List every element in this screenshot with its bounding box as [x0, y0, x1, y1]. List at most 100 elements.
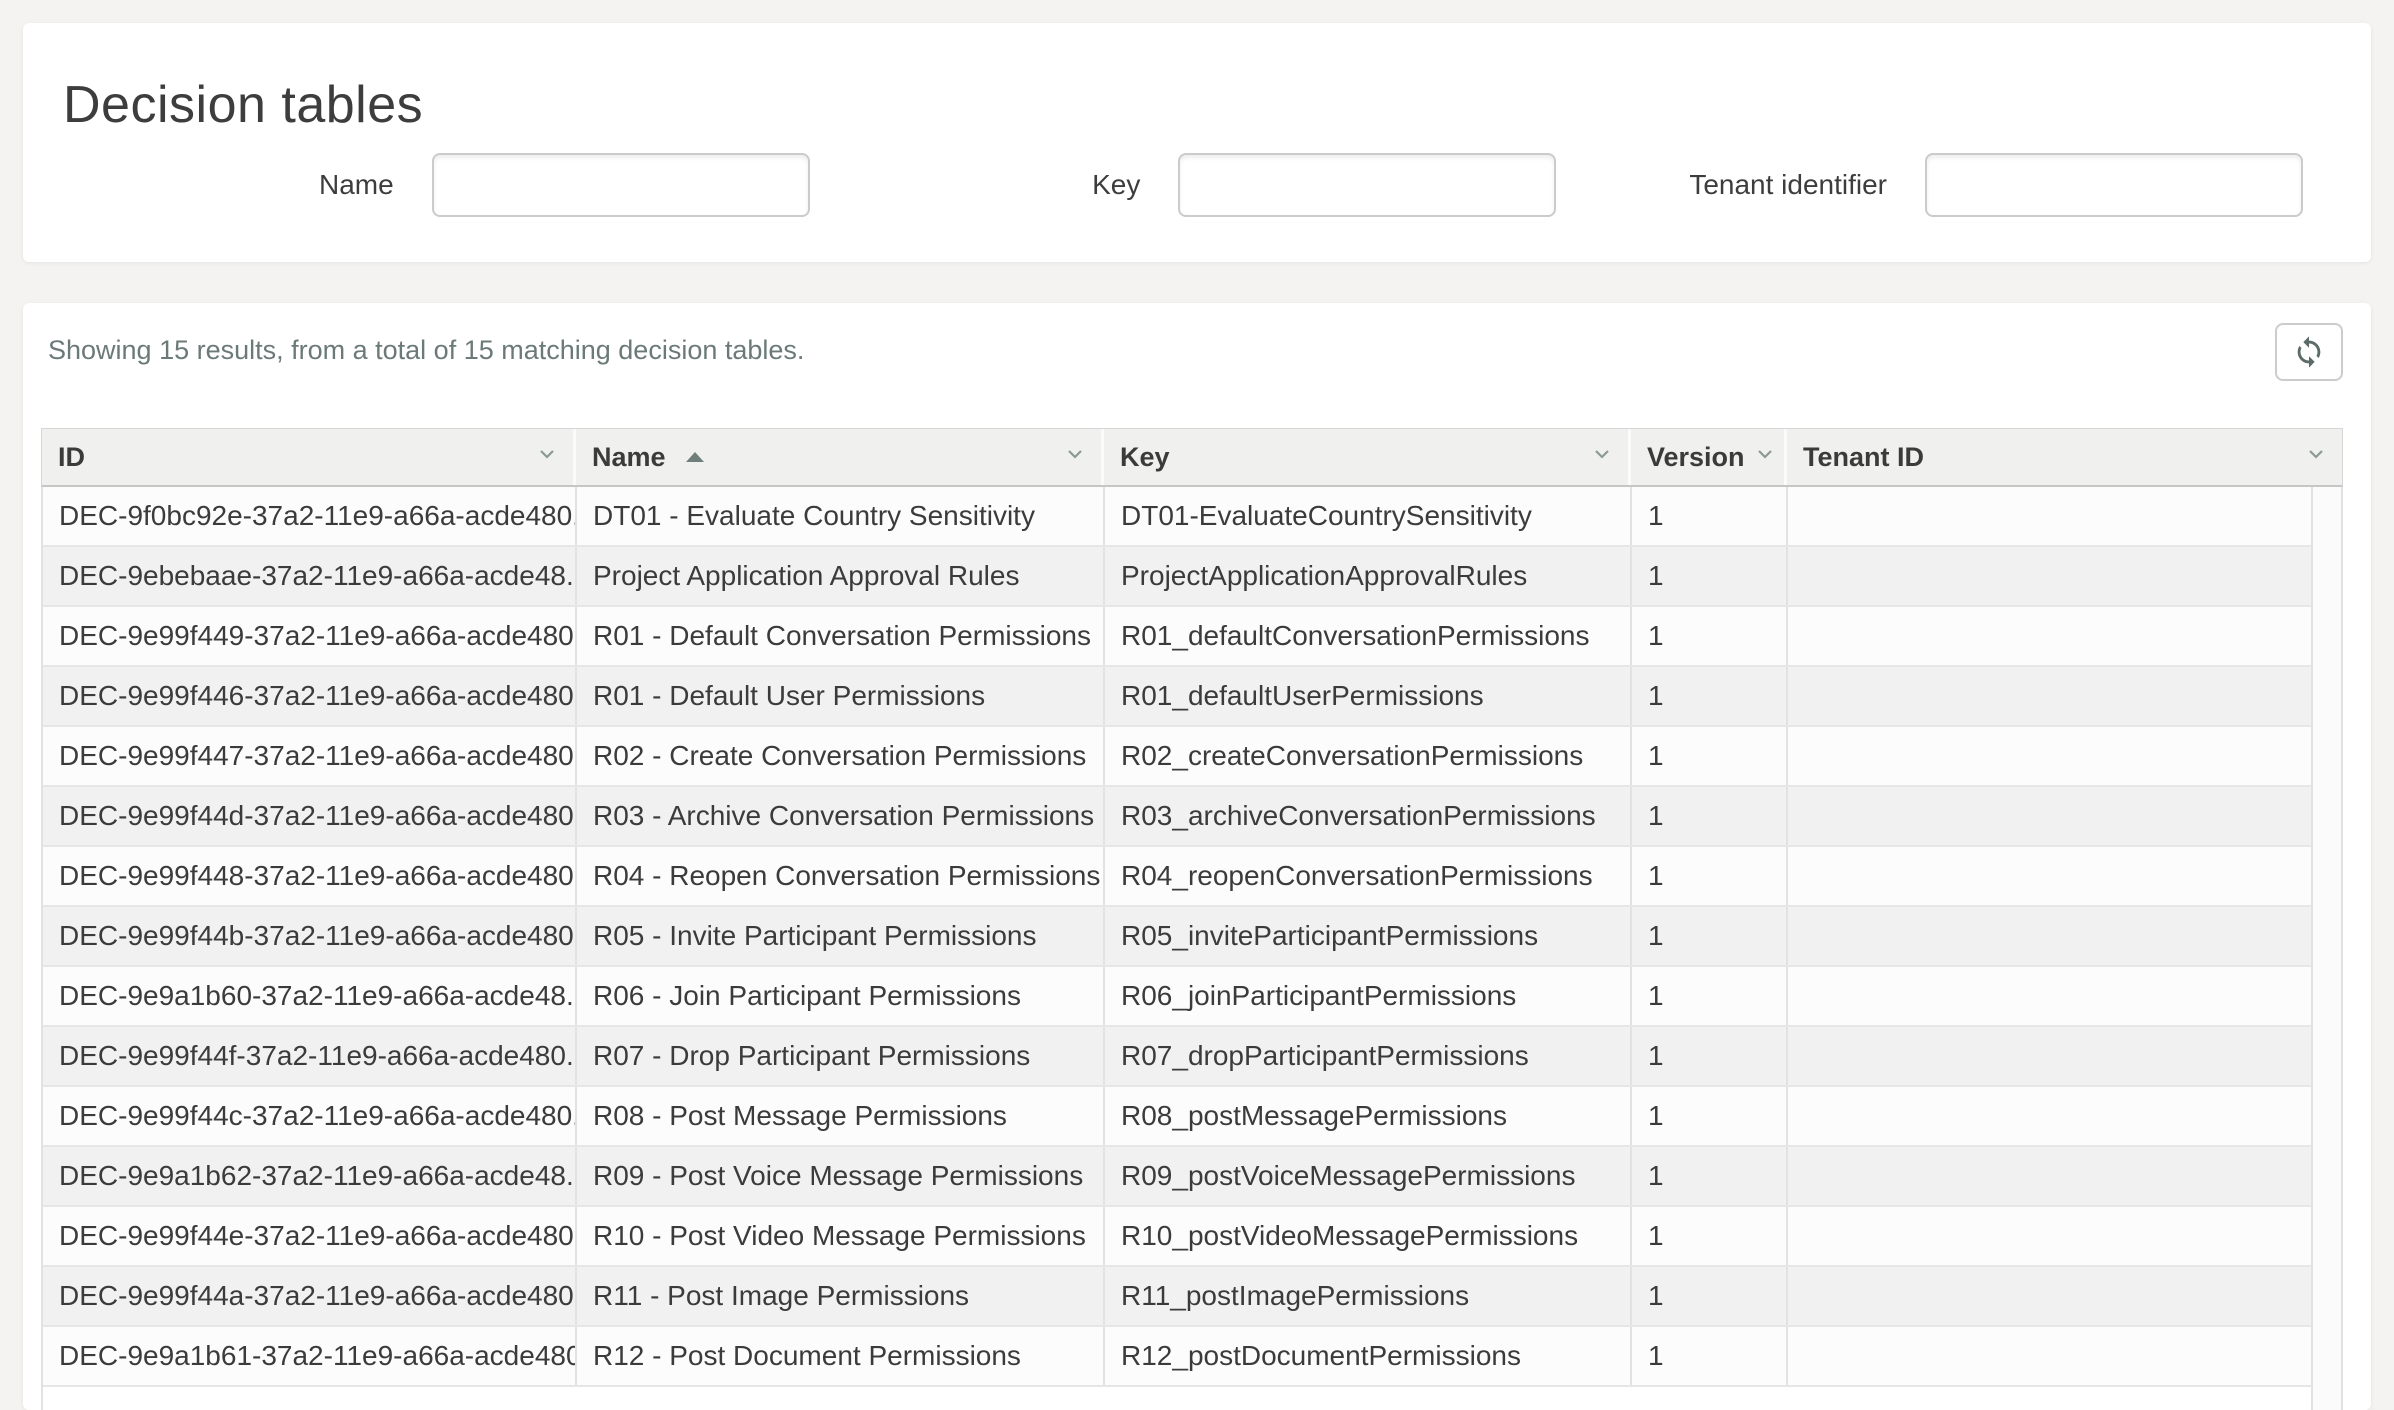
table-header-row: ID Name Key [41, 428, 2343, 487]
key-filter-label: Key [1092, 169, 1141, 200]
key-filter-input[interactable] [1178, 153, 1557, 217]
cell-name: R08 - Post Message Permissions [577, 1087, 1105, 1145]
table-row[interactable]: DEC-9e9a1b60-37a2-11e9-a66a-acde48... R0… [43, 967, 2311, 1027]
cell-id: DEC-9f0bc92e-37a2-11e9-a66a-acde480... [43, 487, 577, 545]
table-row[interactable]: DEC-9e99f449-37a2-11e9-a66a-acde480... R… [43, 607, 2311, 667]
chevron-down-icon[interactable] [535, 442, 559, 473]
refresh-button[interactable] [2275, 323, 2343, 381]
cell-name: Project Application Approval Rules [577, 547, 1105, 605]
cell-key: R10_postVideoMessagePermissions [1105, 1207, 1632, 1265]
table-row[interactable]: DEC-9e99f447-37a2-11e9-a66a-acde480... R… [43, 727, 2311, 787]
cell-id: DEC-9ebebaae-37a2-11e9-a66a-acde48... [43, 547, 577, 605]
results-card: Showing 15 results, from a total of 15 m… [23, 303, 2371, 1410]
column-header-name[interactable]: Name [576, 429, 1104, 485]
cell-name: R12 - Post Document Permissions [577, 1327, 1105, 1385]
cell-name: R03 - Archive Conversation Permissions [577, 787, 1105, 845]
decision-tables-table: ID Name Key [41, 428, 2343, 1410]
results-summary: Showing 15 results, from a total of 15 m… [48, 335, 805, 365]
table-row[interactable]: DEC-9e99f44a-37a2-11e9-a66a-acde480... R… [43, 1267, 2311, 1327]
cell-key: R12_postDocumentPermissions [1105, 1327, 1632, 1385]
column-header-version[interactable]: Version [1631, 429, 1787, 485]
filter-row: Name Key Tenant identifier [23, 153, 2371, 217]
cell-tenant-id [1788, 487, 2311, 545]
cell-name: R09 - Post Voice Message Permissions [577, 1147, 1105, 1205]
cell-key: ProjectApplicationApprovalRules [1105, 547, 1632, 605]
cell-name: R11 - Post Image Permissions [577, 1267, 1105, 1325]
chevron-down-icon[interactable] [1590, 442, 1614, 473]
cell-tenant-id [1788, 1087, 2311, 1145]
cell-version: 1 [1632, 727, 1788, 785]
cell-name: R10 - Post Video Message Permissions [577, 1207, 1105, 1265]
tenant-filter-input[interactable] [1925, 153, 2304, 217]
table-row[interactable]: DEC-9ebebaae-37a2-11e9-a66a-acde48... Pr… [43, 547, 2311, 607]
chevron-down-icon[interactable] [1753, 442, 1777, 473]
cell-version: 1 [1632, 847, 1788, 905]
cell-version: 1 [1632, 1207, 1788, 1265]
cell-tenant-id [1788, 1327, 2311, 1385]
cell-key: R08_postMessagePermissions [1105, 1087, 1632, 1145]
cell-id: DEC-9e99f447-37a2-11e9-a66a-acde480... [43, 727, 577, 785]
cell-key: R11_postImagePermissions [1105, 1267, 1632, 1325]
cell-tenant-id [1788, 787, 2311, 845]
table-row[interactable]: DEC-9e99f448-37a2-11e9-a66a-acde480... R… [43, 847, 2311, 907]
cell-id: DEC-9e99f446-37a2-11e9-a66a-acde480... [43, 667, 577, 725]
cell-key: R01_defaultConversationPermissions [1105, 607, 1632, 665]
table-rows: DEC-9f0bc92e-37a2-11e9-a66a-acde480... D… [43, 487, 2311, 1410]
cell-id: DEC-9e99f44e-37a2-11e9-a66a-acde480... [43, 1207, 577, 1265]
cell-tenant-id [1788, 547, 2311, 605]
cell-name: R01 - Default User Permissions [577, 667, 1105, 725]
cell-id: DEC-9e99f449-37a2-11e9-a66a-acde480... [43, 607, 577, 665]
cell-key: R07_dropParticipantPermissions [1105, 1027, 1632, 1085]
cell-name: R04 - Reopen Conversation Permissions [577, 847, 1105, 905]
table-scrollbar-gutter [2311, 487, 2341, 1410]
filter-group-name: Name [63, 153, 810, 217]
table-body: DEC-9f0bc92e-37a2-11e9-a66a-acde480... D… [41, 487, 2343, 1410]
cell-id: DEC-9e99f448-37a2-11e9-a66a-acde480... [43, 847, 577, 905]
column-header-tenant-id[interactable]: Tenant ID [1787, 429, 2342, 485]
cell-version: 1 [1632, 607, 1788, 665]
cell-name: R05 - Invite Participant Permissions [577, 907, 1105, 965]
results-bar: Showing 15 results, from a total of 15 m… [23, 303, 2371, 401]
cell-key: DT01-EvaluateCountrySensitivity [1105, 487, 1632, 545]
name-filter-input[interactable] [431, 153, 810, 217]
cell-id: DEC-9e9a1b60-37a2-11e9-a66a-acde48... [43, 967, 577, 1025]
cell-tenant-id [1788, 1267, 2311, 1325]
cell-id: DEC-9e99f44f-37a2-11e9-a66a-acde480... [43, 1027, 577, 1085]
table-row[interactable]: DEC-9e99f44e-37a2-11e9-a66a-acde480... R… [43, 1207, 2311, 1267]
table-row[interactable]: DEC-9e99f446-37a2-11e9-a66a-acde480... R… [43, 667, 2311, 727]
cell-name: R06 - Join Participant Permissions [577, 967, 1105, 1025]
cell-id: DEC-9e99f44b-37a2-11e9-a66a-acde480... [43, 907, 577, 965]
cell-name: R02 - Create Conversation Permissions [577, 727, 1105, 785]
cell-tenant-id [1788, 1027, 2311, 1085]
table-row[interactable]: DEC-9f0bc92e-37a2-11e9-a66a-acde480... D… [43, 487, 2311, 547]
cell-version: 1 [1632, 1147, 1788, 1205]
table-row[interactable]: DEC-9e99f44b-37a2-11e9-a66a-acde480... R… [43, 907, 2311, 967]
cell-id: DEC-9e99f44a-37a2-11e9-a66a-acde480... [43, 1267, 577, 1325]
table-row[interactable]: DEC-9e99f44d-37a2-11e9-a66a-acde480... R… [43, 787, 2311, 847]
cell-version: 1 [1632, 667, 1788, 725]
table-row[interactable]: DEC-9e9a1b62-37a2-11e9-a66a-acde48... R0… [43, 1147, 2311, 1207]
cell-tenant-id [1788, 1207, 2311, 1265]
cell-version: 1 [1632, 1027, 1788, 1085]
column-label: Name [592, 441, 666, 472]
chevron-down-icon[interactable] [1063, 442, 1087, 473]
page-title: Decision tables [63, 76, 424, 134]
tenant-filter-label: Tenant identifier [1689, 169, 1888, 200]
name-filter-label: Name [318, 169, 394, 200]
cell-tenant-id [1788, 847, 2311, 905]
refresh-icon [2292, 335, 2326, 369]
cell-key: R03_archiveConversationPermissions [1105, 787, 1632, 845]
column-header-id[interactable]: ID [42, 429, 576, 485]
table-row[interactable]: DEC-9e99f44c-37a2-11e9-a66a-acde480... R… [43, 1087, 2311, 1147]
cell-id: DEC-9e9a1b62-37a2-11e9-a66a-acde48... [43, 1147, 577, 1205]
cell-key: R06_joinParticipantPermissions [1105, 967, 1632, 1025]
chevron-down-icon[interactable] [2304, 442, 2328, 473]
table-row[interactable]: DEC-9e9a1b61-37a2-11e9-a66a-acde480... R… [43, 1327, 2311, 1387]
cell-key: R02_createConversationPermissions [1105, 727, 1632, 785]
table-row[interactable]: DEC-9e99f44f-37a2-11e9-a66a-acde480... R… [43, 1027, 2311, 1087]
cell-version: 1 [1632, 967, 1788, 1025]
column-header-key[interactable]: Key [1104, 429, 1631, 485]
cell-tenant-id [1788, 967, 2311, 1025]
cell-name: DT01 - Evaluate Country Sensitivity [577, 487, 1105, 545]
cell-name: R07 - Drop Participant Permissions [577, 1027, 1105, 1085]
